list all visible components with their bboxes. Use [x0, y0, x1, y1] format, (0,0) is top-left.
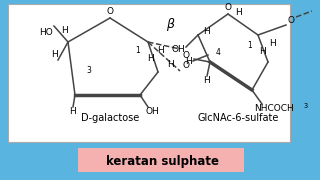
Text: 3: 3: [304, 103, 308, 109]
Text: O: O: [287, 15, 294, 24]
Text: H: H: [70, 107, 76, 116]
FancyBboxPatch shape: [8, 4, 290, 142]
Text: H: H: [203, 26, 209, 35]
Text: 1: 1: [248, 40, 252, 50]
Text: H: H: [203, 75, 209, 84]
Text: O: O: [107, 6, 114, 15]
Text: 1: 1: [136, 46, 140, 55]
Text: O: O: [225, 3, 231, 12]
Text: H: H: [185, 57, 191, 66]
Text: H: H: [259, 46, 265, 55]
Text: GlcNAc-6-sulfate: GlcNAc-6-sulfate: [197, 113, 279, 123]
Text: H: H: [156, 46, 164, 55]
Text: keratan sulphate: keratan sulphate: [106, 154, 219, 168]
Text: H: H: [51, 50, 57, 59]
Text: H: H: [167, 60, 173, 69]
Text: O: O: [182, 51, 189, 60]
Text: β: β: [166, 17, 174, 30]
Text: OH: OH: [171, 44, 185, 53]
Text: HO: HO: [39, 28, 53, 37]
Text: H: H: [60, 26, 68, 35]
Text: 3: 3: [87, 66, 92, 75]
Text: H: H: [268, 39, 276, 48]
Text: 4: 4: [216, 48, 220, 57]
Text: NHCOCH: NHCOCH: [254, 103, 294, 112]
Text: H: H: [235, 8, 241, 17]
FancyBboxPatch shape: [78, 148, 244, 172]
Text: D-galactose: D-galactose: [81, 113, 139, 123]
Text: OH: OH: [145, 107, 159, 116]
Text: O: O: [182, 60, 189, 69]
Text: H: H: [147, 53, 153, 62]
